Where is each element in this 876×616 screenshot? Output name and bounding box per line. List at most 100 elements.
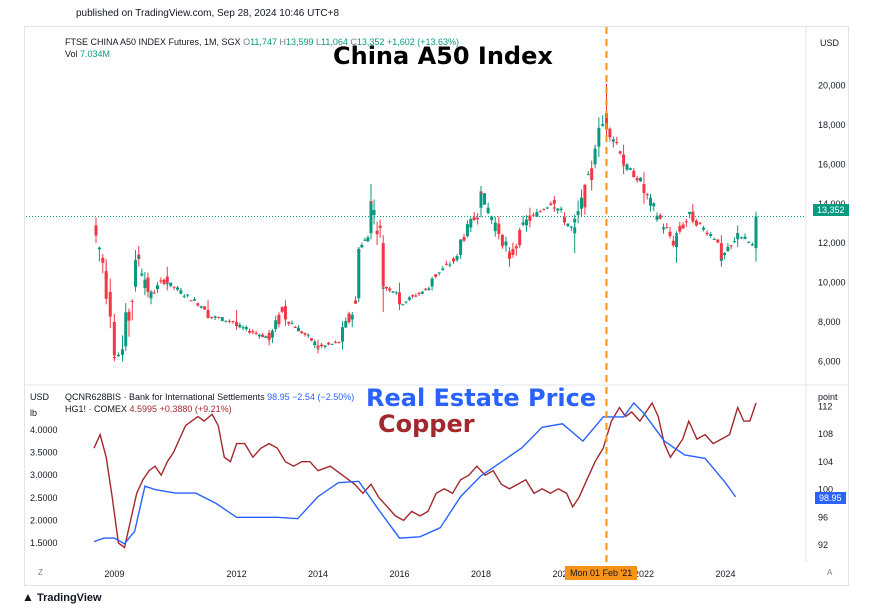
candle-body [235,321,239,326]
top-price-axis: 6,000 8,000 10,000 12,000 14,000 16,000 18,000… [818,81,846,367]
real-estate-legend[interactable]: QCNR628BIS · Bank for International Sett… [65,392,354,402]
candle-body [344,320,348,328]
candle-body [712,238,716,240]
candle-body [635,178,639,181]
candle-body [217,317,221,319]
price-tick-label: 12,000 [818,238,846,248]
candle-body [182,295,186,297]
candle-body [347,313,351,323]
real-estate-tick-label: 92 [818,540,828,550]
candle-body [330,343,334,345]
candle-body [108,292,112,317]
candle-body [401,304,405,306]
candle-body [625,164,629,170]
candle-body [601,124,605,126]
close-label: C [350,37,357,47]
real-estate-tick-label: 104 [818,457,833,467]
candle-body [542,209,546,211]
timezone-toggle[interactable]: Z [38,568,43,577]
candle-body [483,193,487,205]
candles [94,83,758,362]
real-estate-value: 98.95 [267,392,290,402]
candle-body [274,320,278,330]
volume-value: 7.034M [80,49,111,59]
bottom-right-unit: point [818,392,838,402]
candle-body [241,327,245,329]
candle-body [611,139,615,142]
candle-body [407,297,411,300]
candle-body [363,239,367,241]
candle-body [264,336,268,338]
candle-body [203,306,207,310]
candle-body [615,141,619,143]
low-label: L [316,37,322,47]
candle-body [146,277,150,292]
candle-body [559,208,563,210]
candle-body [723,253,727,256]
candle-body [750,244,754,246]
candle-body [280,307,284,312]
candle-body [149,294,153,299]
high-value: 13,599 [285,37,314,47]
copper-tick-label: 3.0000 [30,470,58,480]
candle-body [179,290,183,294]
candle-body [694,220,698,226]
candle-body [127,311,131,321]
candle-body [538,211,542,213]
price-tick-label: 8,000 [818,317,841,327]
candle-body [590,168,594,180]
candle-body [452,258,455,262]
candle-body [709,234,713,236]
copper-line [93,401,757,549]
candle-body [552,199,556,204]
candle-body [472,217,476,221]
candle-body [743,236,747,240]
price-tick-label: 20,000 [818,81,846,91]
candle-body [231,321,235,323]
candle-body [267,337,271,340]
candle-body [675,235,679,248]
candle-body [116,354,120,357]
candle-body [754,216,758,249]
candle-body [726,246,730,252]
candle-body [569,226,573,228]
time-axis: 2009 2012 2014 2016 2018 2020 2022 2024 [104,569,735,579]
candle-body [101,257,105,263]
candle-body [424,288,428,290]
candle-body [549,203,553,206]
candle-body [645,193,649,196]
real-estate-series-name: QCNR628BIS · Bank for International Sett… [65,392,265,402]
candle-body [747,241,751,243]
candle-body [427,288,431,291]
candle-body [573,218,577,223]
copper-change: +0.3880 (+9.21%) [159,404,232,414]
candle-body [593,148,597,165]
candle-body [340,333,344,342]
candle-body [668,231,672,236]
copper-legend[interactable]: HG1! · COMEX 4.5995 +0.3880 (+9.21%) [65,404,232,414]
auto-scale-toggle[interactable]: A [827,568,833,577]
candle-body [354,300,358,304]
tradingview-logo[interactable]: ▲ TradingView [22,590,102,604]
candle-body [524,219,528,226]
candle-body [459,241,463,255]
candle-body [104,272,108,279]
candle-body [545,207,549,209]
candle-body [323,345,327,347]
candle-body [411,295,415,297]
candle-body [277,314,281,325]
time-tick-label: 2018 [471,569,491,579]
bottom-left-currency: USD [30,392,50,402]
candle-body [224,320,228,322]
real-estate-tick-label: 100 [818,485,833,495]
bottom-left-axis: 1.5000 2.0000 2.5000 3.0000 3.5000 4.0000 [30,425,58,548]
symbol-legend[interactable]: FTSE CHINA A50 INDEX Futures, 1M, SGX O1… [65,37,459,47]
candle-body [316,345,320,348]
copper-tick-label: 4.0000 [30,425,58,435]
candle-body [388,288,392,291]
candle-body [583,184,587,208]
candle-body [448,264,452,266]
chart-frame [24,26,849,586]
copper-annotation: Copper [378,410,475,438]
